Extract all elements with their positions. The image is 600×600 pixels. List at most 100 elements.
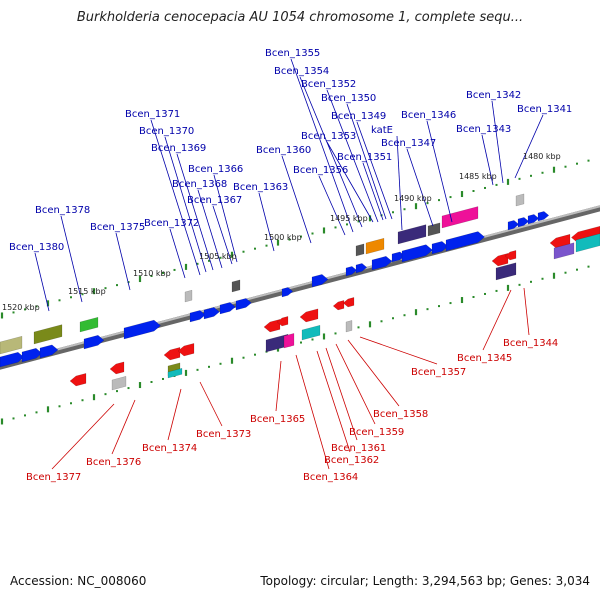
reverse-gene — [69, 373, 87, 387]
leader-line — [346, 103, 387, 220]
leader-line — [362, 162, 384, 221]
gene-label-forward: Bcen_1360 — [256, 145, 311, 156]
gene-feature — [79, 316, 99, 333]
forward-gene — [371, 256, 393, 271]
leader-line — [335, 343, 376, 425]
gene-label-forward: Bcen_1351 — [337, 152, 392, 163]
forward-gene — [219, 302, 236, 315]
gene-label-reverse: Bcen_1357 — [411, 367, 466, 378]
forward-gene — [189, 310, 206, 323]
leader-line — [212, 205, 233, 265]
gene-label-forward: Bcen_1341 — [517, 104, 572, 115]
forward-gene — [517, 217, 530, 228]
gene-label-forward: Bcen_1342 — [466, 90, 521, 101]
gene-label-reverse: Bcen_1377 — [26, 472, 81, 483]
leader-line — [318, 175, 346, 236]
gene-feature — [167, 367, 183, 379]
kbp-scale-label: 1490 kbp — [394, 194, 432, 203]
leader-line — [295, 354, 330, 470]
leader-line — [482, 289, 512, 351]
forward-gene — [445, 231, 485, 252]
gene-features — [0, 193, 600, 391]
gene-feature — [441, 206, 479, 229]
gene-label-reverse: Bcen_1374 — [142, 443, 197, 454]
kbp-scale-label: 1485 kbp — [459, 172, 497, 181]
leader-line — [176, 153, 214, 271]
reverse-gene — [332, 300, 345, 311]
upper-tick-track — [0, 159, 590, 319]
leader-line — [326, 89, 379, 223]
leader-line — [164, 136, 207, 273]
leader-line — [115, 232, 131, 291]
leader-line — [258, 192, 275, 252]
leader-line — [356, 121, 393, 220]
gene-feature — [495, 262, 517, 281]
leader-line — [481, 134, 494, 186]
leader-line — [111, 399, 136, 455]
gene-feature — [427, 222, 441, 237]
forward-gene — [401, 244, 433, 263]
gene-label-forward: Bcen_1356 — [293, 165, 348, 176]
topology-text: Topology: circular; Length: 3,294,563 bp… — [260, 574, 590, 588]
forward-gene — [527, 214, 540, 225]
leader-line — [150, 119, 201, 276]
gene-feature — [355, 243, 365, 257]
kbp-scale-label: 1510 kbp — [133, 269, 171, 278]
forward-gene — [431, 241, 449, 255]
forward-gene — [21, 348, 43, 363]
leader-line — [299, 76, 363, 228]
forward-gene — [0, 351, 25, 368]
leader-line — [491, 100, 504, 184]
gene-label-forward: Bcen_1372 — [144, 218, 199, 229]
leader-line — [396, 135, 403, 231]
leader-line — [167, 388, 182, 441]
leader-line — [60, 215, 83, 303]
gene-label-forward: Bcen_1355 — [265, 48, 320, 59]
gene-label-forward: Bcen_1343 — [456, 124, 511, 135]
gene-feature — [365, 237, 385, 255]
kbp-labels: 1480 kbp 1485 kbp 1490 kbp 1495 kbp 1500 kbp… — [2, 152, 561, 312]
map-title: Burkholderia cenocepacia AU 1054 chromos… — [76, 10, 524, 25]
leader-line — [316, 350, 351, 453]
leader-line — [426, 120, 453, 223]
reverse-gene — [342, 297, 355, 308]
lower-tick-track — [0, 265, 590, 425]
leader-line — [197, 189, 223, 269]
leader-line — [523, 287, 530, 336]
leader-line — [275, 360, 282, 412]
leader-line — [34, 252, 50, 312]
forward-gene — [83, 335, 105, 350]
leader-line — [199, 381, 223, 427]
forward-gene — [345, 266, 358, 277]
gene-label-forward: Bcen_1346 — [401, 110, 456, 121]
kbp-scale-label: 1520 kbp — [2, 303, 40, 312]
kbp-scale-label: 1515 kbp — [68, 287, 106, 296]
kbp-scale-label: 1500 kbp — [264, 233, 302, 242]
forward-gene — [311, 274, 329, 288]
gene-feature — [0, 335, 23, 355]
gene-feature — [184, 289, 193, 303]
gene-label-forward: Bcen_1353 — [301, 131, 356, 142]
gene-label-reverse: Bcen_1361 — [331, 443, 386, 454]
leader-line — [406, 148, 434, 227]
gene-feature — [553, 242, 575, 260]
leader-line — [281, 155, 312, 244]
leader-line — [326, 141, 374, 223]
reverse-gene — [491, 253, 509, 267]
reverse-gene — [109, 361, 125, 375]
gene-label-reverse: Bcen_1358 — [373, 409, 428, 420]
gene-feature — [515, 193, 525, 207]
gene-label-reverse: Bcen_1344 — [503, 338, 558, 349]
gene-label-forward: Bcen_1371 — [125, 109, 180, 120]
reverse-gene — [263, 319, 281, 333]
forward-gene — [355, 263, 368, 274]
reverse-gene — [299, 308, 319, 323]
reverse-gene — [504, 250, 517, 261]
gene-feature — [231, 279, 241, 293]
kbp-scale-label: 1480 kbp — [523, 152, 561, 161]
reverse-gene — [276, 316, 289, 327]
leader-line — [51, 403, 115, 470]
gene-label-reverse: Bcen_1345 — [457, 353, 512, 364]
forward-gene — [235, 298, 252, 311]
gene-label-forward: Bcen_1352 — [301, 79, 356, 90]
